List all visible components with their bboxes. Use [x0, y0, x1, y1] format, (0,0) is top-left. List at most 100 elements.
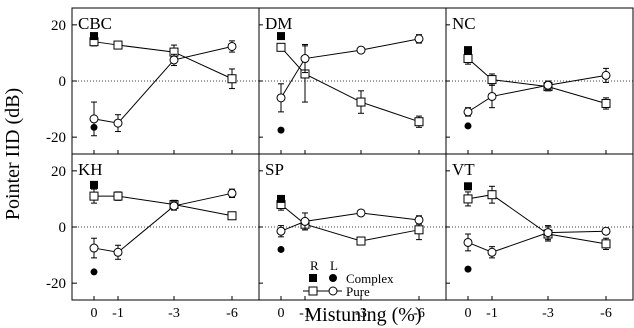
panel-label: NC — [452, 14, 476, 33]
pure-r-line — [93, 41, 233, 80]
pure-l-point — [227, 188, 237, 198]
pure-l-line — [93, 45, 233, 124]
x-tick-label: 0 — [465, 306, 472, 321]
x-tick-label: -3 — [542, 306, 554, 321]
pure-r-line — [467, 194, 607, 245]
pure-l-line — [467, 230, 607, 253]
legend-pure-label: Pure — [346, 284, 370, 299]
complex-r-point — [90, 32, 98, 41]
pure-l-line — [280, 212, 420, 232]
y-tick-label: 0 — [59, 74, 67, 90]
complex-r-point — [464, 182, 472, 191]
complex-r-point — [90, 180, 98, 189]
pure-r-line — [280, 204, 420, 242]
pure-l-point — [543, 80, 553, 90]
pure-l-point — [463, 107, 473, 117]
pure-l-line — [467, 74, 607, 113]
pure-l-point — [89, 114, 99, 124]
panels-group: 20 0 -20 CBC DM NC 20 0 -20 0 -1 -3 -6 KH 0 -1 -3 -6 SP 0 -1… — [46, 7, 634, 321]
legend-complex-l-marker — [329, 274, 337, 282]
x-tick-label: 0 — [91, 306, 98, 321]
y-axis-label: Pointer IID (dB) — [2, 88, 24, 220]
pure-l-point — [169, 201, 179, 211]
pure-r-point — [601, 239, 611, 249]
pure-l-point — [300, 216, 310, 226]
complex-l-point — [464, 265, 472, 273]
pure-r-point — [487, 75, 497, 85]
x-axis-label: Mistuning (%) — [304, 304, 421, 326]
x-tick-label: -6 — [600, 306, 612, 321]
legend-header-l: L — [330, 258, 338, 273]
pure-l-point — [300, 54, 310, 64]
panel-label: SP — [265, 160, 284, 179]
panel-sp: 0 -1 -3 -6 SP — [258, 153, 447, 321]
legend: R L Complex Pure — [302, 256, 414, 299]
pure-r-point — [463, 194, 473, 204]
pure-r-point — [227, 74, 237, 84]
panel-kh: 20 0 -20 0 -1 -3 -6 KH — [46, 153, 260, 321]
pure-r-point — [113, 40, 123, 50]
pure-l-point — [463, 237, 473, 247]
complex-l-point — [464, 122, 472, 130]
x-tick-label: -1 — [299, 306, 311, 321]
pure-r-point — [414, 225, 424, 235]
complex-l-point — [277, 245, 285, 253]
pure-l-point — [169, 55, 179, 65]
panel-label: VT — [452, 160, 475, 179]
pure-l-point — [276, 226, 286, 236]
y-tick-label: 20 — [51, 18, 66, 34]
x-tick-label: -1 — [112, 306, 124, 321]
pure-r-point — [356, 236, 366, 246]
x-tick-label: -3 — [168, 306, 180, 321]
pure-r-point — [356, 97, 366, 107]
y-tick-label: -20 — [46, 276, 66, 292]
x-tick-label: -6 — [226, 306, 238, 321]
pure-l-line — [93, 192, 233, 253]
legend-box — [302, 256, 414, 292]
pure-l-point — [487, 91, 497, 101]
pure-l-point — [543, 228, 553, 238]
pure-r-point — [227, 211, 237, 221]
pure-l-point — [113, 247, 123, 257]
pure-r-point — [89, 191, 99, 201]
pure-l-line — [280, 38, 420, 99]
pure-l-point — [601, 70, 611, 80]
panel-label: DM — [265, 14, 292, 33]
legend-complex-label: Complex — [346, 271, 394, 286]
pure-r-point — [487, 190, 497, 200]
x-tick-label: -3 — [355, 306, 367, 321]
pure-r-point — [113, 191, 123, 201]
complex-l-point — [90, 123, 98, 131]
legend-pure-r-marker — [308, 286, 318, 296]
pure-l-point — [601, 226, 611, 236]
legend-header-r: R — [310, 258, 319, 273]
complex-r-point — [464, 46, 472, 55]
pure-r-point — [463, 54, 473, 64]
panel-label: CBC — [78, 14, 112, 33]
pure-l-point — [227, 41, 237, 51]
pure-r-line — [467, 58, 607, 104]
panel-dm: DM — [258, 7, 447, 155]
pure-l-point — [487, 247, 497, 257]
pure-l-point — [113, 118, 123, 128]
pure-l-point — [356, 45, 366, 55]
legend-complex-r-marker — [309, 274, 317, 282]
complex-r-point — [277, 32, 285, 41]
x-tick-label: -6 — [413, 306, 425, 321]
pure-l-point — [89, 243, 99, 253]
panel-nc: NC — [445, 7, 634, 155]
pure-r-line — [94, 195, 233, 217]
x-tick-label: 0 — [278, 306, 285, 321]
panel-label: KH — [78, 160, 103, 179]
x-tick-label: -1 — [486, 306, 498, 321]
y-tick-label: -20 — [46, 130, 66, 146]
pure-r-point — [414, 117, 424, 127]
pure-l-point — [414, 34, 424, 44]
complex-l-point — [90, 268, 98, 276]
panel-vt: 0 -1 -3 -6 VT — [445, 153, 634, 321]
pure-r-point — [601, 98, 611, 108]
pure-l-point — [276, 93, 286, 103]
pure-l-point — [356, 208, 366, 218]
complex-l-point — [277, 126, 285, 134]
